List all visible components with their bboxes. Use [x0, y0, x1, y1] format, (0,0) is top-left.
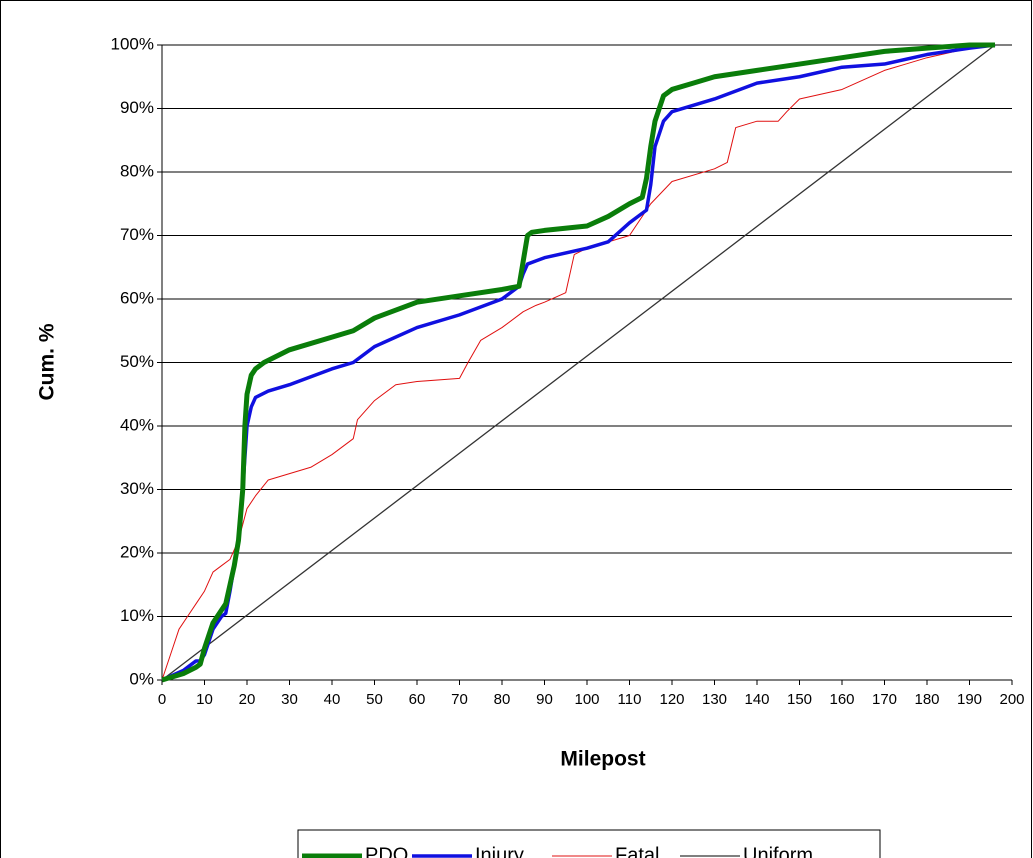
x-tick-label: 130 — [702, 691, 727, 708]
x-tick-label: 70 — [451, 691, 468, 708]
x-tick-label: 10 — [196, 691, 213, 708]
legend-label: Uniform — [743, 844, 813, 858]
legend-box — [297, 829, 881, 858]
x-tick-label: 20 — [239, 691, 256, 708]
y-tick-label: 10% — [120, 606, 154, 625]
y-tick-label: 20% — [120, 542, 154, 561]
x-tick-label: 200 — [999, 691, 1024, 708]
y-tick-label: 90% — [120, 98, 154, 117]
x-axis-title: Milepost — [560, 748, 645, 771]
y-tick-label: 0% — [129, 669, 154, 688]
x-tick-label: 60 — [409, 691, 426, 708]
y-tick-label: 70% — [120, 225, 154, 244]
x-tick-label: 80 — [494, 691, 511, 708]
x-tick-label: 140 — [744, 691, 769, 708]
series-line — [161, 44, 996, 681]
x-tick-label: 0 — [158, 691, 166, 708]
x-tick-label: 160 — [829, 691, 854, 708]
x-tick-label: 100 — [574, 691, 599, 708]
x-tick-label: 150 — [787, 691, 812, 708]
x-tick-label: 40 — [324, 691, 341, 708]
y-tick-label: 100% — [111, 34, 154, 53]
x-tick-label: 120 — [659, 691, 684, 708]
y-tick-label: 50% — [120, 352, 154, 371]
y-axis-title: Cum. % — [36, 323, 59, 400]
x-tick-label: 180 — [914, 691, 939, 708]
x-tick-label: 170 — [872, 691, 897, 708]
series-line — [161, 42, 995, 683]
y-tick-label: 40% — [120, 415, 154, 434]
legend-label: PDO — [365, 844, 408, 858]
y-tick-label: 80% — [120, 161, 154, 180]
x-tick-label: 190 — [957, 691, 982, 708]
series-line — [161, 44, 996, 681]
x-tick-label: 30 — [281, 691, 298, 708]
y-tick-label: 30% — [120, 479, 154, 498]
y-tick-label: 60% — [120, 288, 154, 307]
x-tick-label: 110 — [618, 691, 642, 708]
legend-label: Fatal — [615, 844, 659, 858]
x-tick-label: 50 — [366, 691, 383, 708]
x-tick-label: 90 — [536, 691, 553, 708]
legend-label: Injury — [475, 844, 524, 858]
